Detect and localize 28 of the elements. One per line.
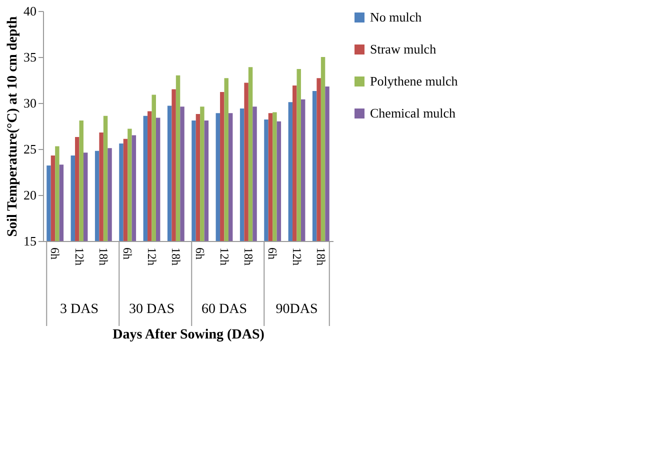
- legend-label: No mulch: [370, 10, 422, 24]
- x-tick-label: 18h: [314, 248, 328, 266]
- x-tick-label: 6h: [193, 248, 208, 260]
- x-tick-label: 18h: [241, 248, 256, 266]
- x-tick-label: 18h: [96, 248, 110, 266]
- x-tick-label: 18h: [168, 248, 183, 266]
- x-tick-label: 12h: [72, 248, 86, 266]
- y-axis-title: Soil Temperature(°C) at 10 cm depth: [6, 16, 20, 237]
- y-tick-label: 30: [24, 96, 36, 110]
- y-tick-label: 35: [24, 50, 36, 64]
- x-tick-label: 6h: [120, 248, 135, 260]
- y-tick-label: 40: [24, 4, 36, 18]
- x-tick-label: 12h: [217, 248, 232, 266]
- legend-label: Straw mulch: [370, 42, 437, 56]
- x-tick-label: 6h: [48, 248, 62, 260]
- text: 30 DAS: [128, 302, 175, 317]
- x-tick-label: 6h: [266, 248, 280, 260]
- x-axis-title: Days After Sowing (DAS): [112, 328, 265, 342]
- legend-label: Polythene mulch: [370, 74, 458, 88]
- y-tick-label: 20: [24, 188, 36, 202]
- x-tick-label: 12h: [290, 248, 304, 266]
- y-tick-label: 25: [24, 142, 36, 156]
- text: 60 DAS: [201, 302, 248, 317]
- legend-label: Chemical mulch: [370, 106, 456, 120]
- text: 90DAS: [276, 302, 318, 317]
- x-tick-label: 12h: [144, 248, 159, 266]
- text: 3 DAS: [60, 302, 99, 317]
- y-tick-label: 15: [24, 234, 36, 248]
